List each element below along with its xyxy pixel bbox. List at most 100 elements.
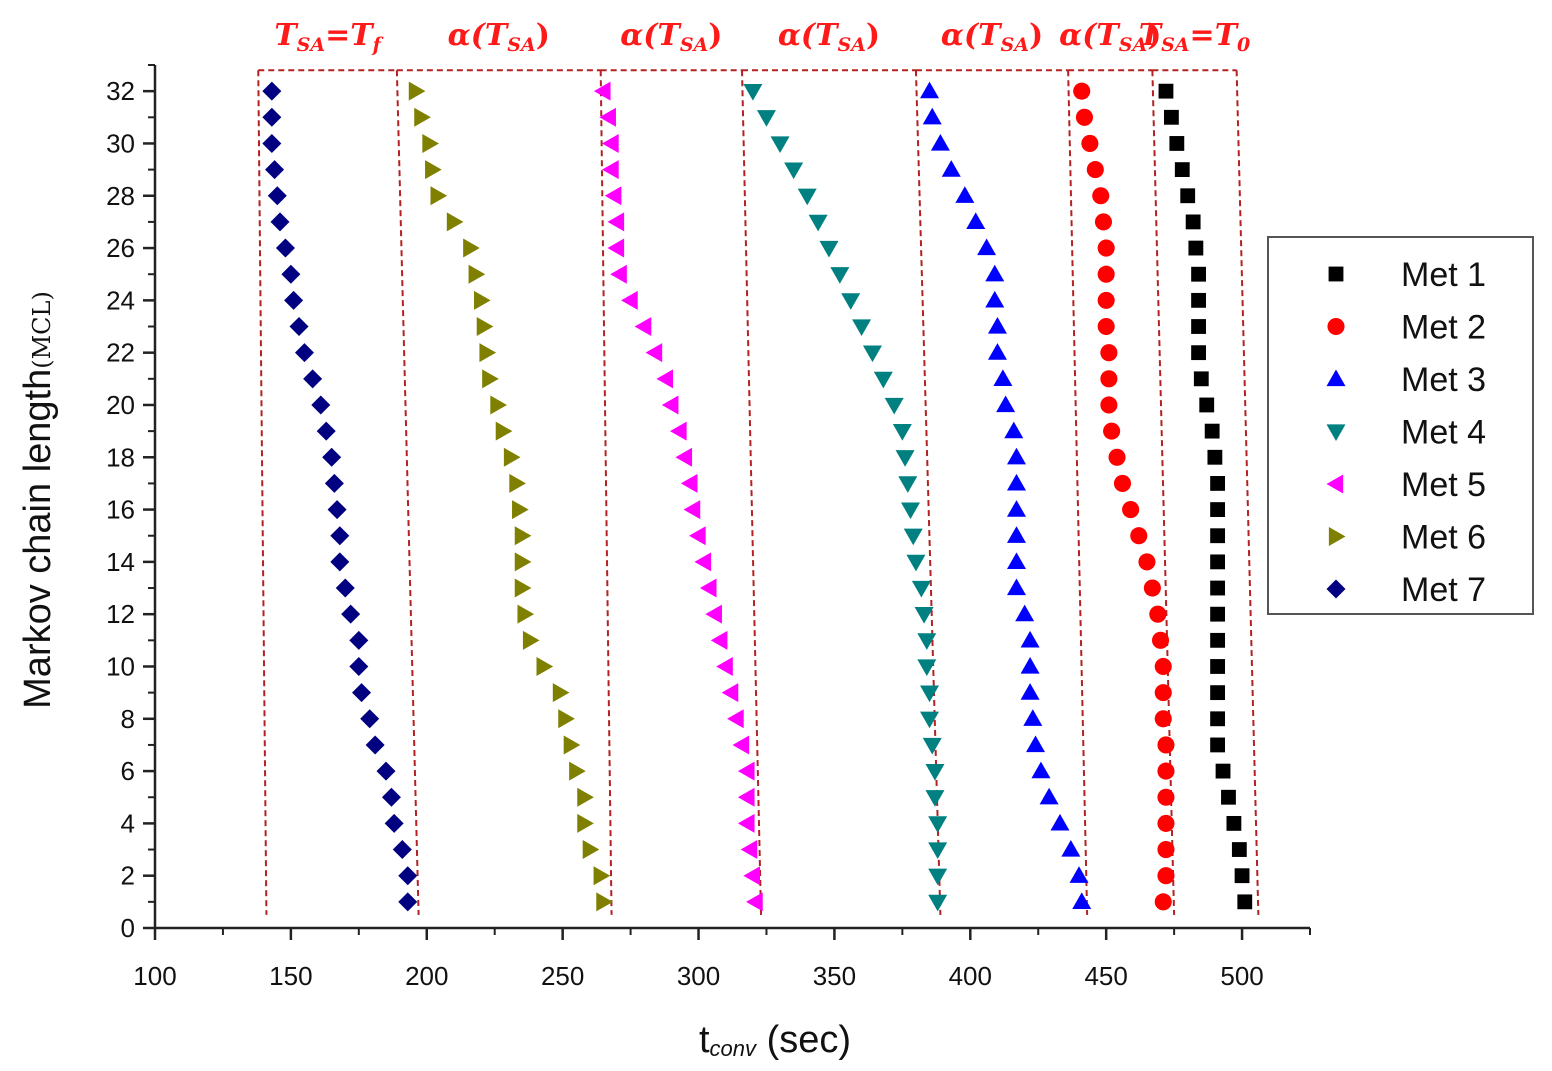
data-point: [1149, 605, 1167, 623]
data-point: [925, 763, 945, 781]
y-tick-label: 28: [106, 181, 135, 211]
data-point: [925, 790, 945, 807]
data-point: [705, 604, 722, 624]
data-point: [262, 133, 282, 153]
data-point: [895, 450, 915, 467]
data-point: [577, 813, 594, 833]
data-point: [1006, 447, 1026, 465]
data-point: [316, 421, 336, 441]
band-label: α(TSA): [448, 18, 550, 56]
band-boundary-line: [1067, 70, 1089, 915]
data-point: [808, 214, 828, 232]
y-tick-label: 22: [106, 338, 135, 368]
y-tick-label: 6: [121, 756, 135, 786]
data-point: [414, 107, 431, 127]
data-point: [1143, 579, 1161, 597]
data-point: [1113, 474, 1132, 492]
data-point: [294, 343, 314, 363]
data-point: [1086, 161, 1104, 179]
data-point: [1006, 526, 1026, 543]
data-point: [1154, 893, 1172, 911]
data-point: [425, 160, 442, 180]
y-tick-label: 32: [106, 76, 135, 106]
x-tick-label: 150: [269, 961, 312, 991]
data-point: [756, 110, 776, 127]
legend-marker: [1328, 527, 1346, 546]
legend-label: Met 7: [1401, 571, 1486, 609]
series-met-2: [1073, 82, 1175, 911]
data-point: [1191, 345, 1206, 361]
data-point: [1006, 473, 1026, 491]
data-point: [710, 630, 728, 650]
data-point: [596, 892, 613, 912]
series-met-3: [920, 81, 1092, 909]
data-point: [376, 761, 396, 781]
data-point: [985, 290, 1005, 308]
data-point: [1157, 762, 1175, 780]
data-point: [1151, 631, 1170, 649]
data-point: [1210, 737, 1226, 753]
data-point: [743, 866, 761, 886]
data-point: [1138, 553, 1156, 571]
data-point: [884, 397, 904, 415]
data-point: [1092, 187, 1110, 205]
legend-marker: [1326, 369, 1346, 387]
data-point: [365, 735, 385, 755]
data-point: [1163, 109, 1179, 125]
data-point: [901, 502, 921, 520]
data-point: [784, 162, 804, 180]
data-point: [1234, 868, 1250, 884]
data-point: [1210, 554, 1226, 570]
data-point: [928, 842, 948, 860]
data-point: [656, 369, 674, 389]
legend-entry: Met 5: [1326, 466, 1486, 504]
data-point: [1174, 162, 1190, 178]
data-point: [607, 238, 625, 258]
y-tick-label: 24: [106, 285, 135, 315]
data-point: [737, 761, 755, 781]
y-tick-label: 0: [121, 913, 135, 943]
data-point: [1185, 214, 1201, 230]
y-tick-label: 20: [106, 390, 135, 420]
data-point: [289, 317, 309, 337]
x-tick-label: 300: [677, 961, 720, 991]
band-boundary-line: [257, 70, 268, 915]
data-points: [262, 81, 1253, 912]
data-point: [917, 659, 937, 676]
data-point: [495, 421, 513, 441]
data-point: [1210, 476, 1226, 491]
data-point: [1210, 685, 1226, 701]
data-point: [770, 136, 790, 153]
data-point: [737, 813, 755, 833]
data-point: [1004, 421, 1024, 439]
y-tick-label: 4: [121, 808, 135, 838]
data-point: [514, 578, 532, 598]
legend-marker: [1327, 317, 1345, 336]
data-point: [1157, 788, 1175, 806]
data-point: [330, 552, 350, 572]
series-met-1: [1158, 83, 1253, 910]
data-point: [275, 238, 295, 258]
data-point: [265, 160, 285, 180]
x-axis-label-main: t: [699, 1019, 710, 1061]
data-point: [602, 160, 619, 180]
data-point: [522, 630, 540, 650]
band-boundary-line: [1235, 70, 1260, 915]
data-point: [1006, 500, 1026, 517]
data-point: [1097, 317, 1115, 336]
data-point: [928, 868, 948, 886]
data-point: [1191, 266, 1206, 282]
x-axis-label-sub: conv: [710, 1036, 758, 1061]
data-point: [928, 894, 948, 912]
data-point: [1191, 292, 1206, 308]
data-point: [552, 683, 570, 703]
data-point: [381, 787, 401, 807]
data-point: [473, 290, 491, 310]
data-point: [1157, 736, 1175, 754]
data-point: [324, 473, 344, 493]
data-point: [1221, 789, 1236, 805]
data-point: [977, 238, 997, 256]
band-boundary-line: [1151, 70, 1176, 915]
data-point: [577, 787, 594, 807]
